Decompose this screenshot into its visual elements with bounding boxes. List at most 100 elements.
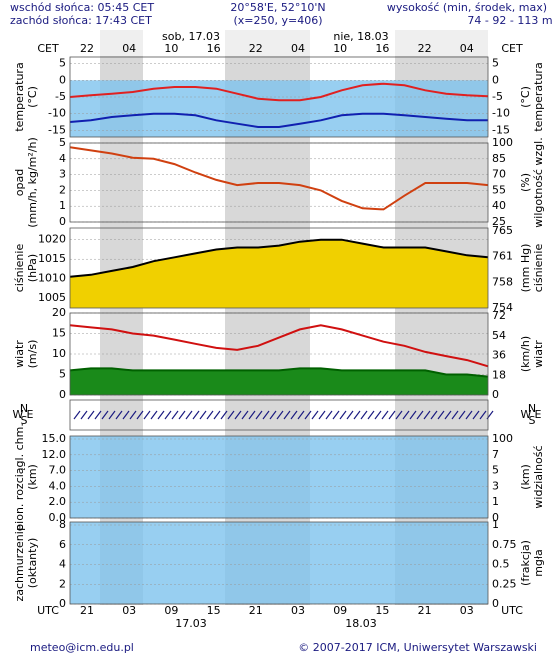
y2-tick-label: 85: [492, 152, 506, 165]
wind-arrow: [332, 410, 340, 420]
wind-arrow: [276, 410, 284, 420]
wind-arrow: [325, 410, 333, 420]
y2-tick-label: 55: [492, 183, 506, 196]
compass: E: [535, 408, 542, 421]
day-top: sob, 17.03: [162, 30, 220, 43]
left-axis-label: pion. rozciągl. chm.: [13, 423, 26, 531]
left-axis-label: temperatura: [13, 62, 26, 131]
compass: N: [20, 402, 28, 415]
y-tick-label: 8: [59, 518, 66, 531]
y2-tick-label: 18: [492, 368, 506, 381]
wind-arrow: [479, 410, 487, 420]
wind-arrow: [304, 410, 312, 420]
y2-tick-label: 0.75: [492, 538, 517, 551]
left-axis-label: (m/s): [26, 340, 39, 369]
y-tick-label: 4: [59, 152, 66, 165]
bottom-hour: 15: [207, 604, 221, 617]
y2-tick-label: 100: [492, 136, 513, 149]
right-axis-label: (frakcja): [519, 540, 532, 586]
compass: E: [27, 408, 34, 421]
wind-arrow: [269, 410, 277, 420]
bottom-hour: 21: [80, 604, 94, 617]
sunrise: wschód słońca: 05:45 CET: [10, 1, 154, 14]
y2-tick-label: 70: [492, 168, 506, 181]
wind-arrow: [374, 410, 382, 420]
y-tick-label: 4.0: [49, 479, 67, 492]
top-hour: 22: [249, 42, 263, 55]
bottom-hour: 03: [460, 604, 474, 617]
y2-tick-label: 0.25: [492, 577, 517, 590]
wind-arrow: [241, 410, 249, 420]
wind-arrow: [150, 410, 158, 420]
left-axis-label: opad: [13, 169, 26, 196]
wind-arrow: [367, 410, 375, 420]
panel-frame: [69, 142, 489, 223]
y2-tick-label: 54: [492, 329, 506, 342]
wind-arrow: [339, 410, 347, 420]
wind-arrow: [227, 410, 235, 420]
wind-arrow: [388, 410, 396, 420]
day-bottom: 17.03: [175, 617, 207, 630]
series-line: [69, 82, 489, 102]
panel-frame: [69, 56, 489, 138]
wind-arrow: [395, 410, 403, 420]
y-tick-label: 7.0: [49, 464, 67, 477]
y-tick-label: 1010: [38, 272, 66, 285]
y2-tick-label: 761: [492, 250, 513, 263]
wind-arrow: [430, 410, 438, 420]
y-tick-label: 0: [59, 597, 66, 610]
y-tick-label: -15: [48, 123, 66, 136]
y2-tick-label: -15: [492, 123, 510, 136]
right-axis-label: widzialność: [532, 445, 545, 508]
time-zone-top-right: CET: [501, 42, 523, 55]
wind-arrow: [423, 410, 431, 420]
y-tick-label: 2.0: [49, 495, 67, 508]
elevation-title: wysokość (min, środek, max): [387, 1, 547, 14]
left-axis-label: (°C): [26, 86, 39, 108]
wind-arrow: [381, 410, 389, 420]
wind-arrow: [472, 410, 480, 420]
y-tick-label: 1005: [38, 291, 66, 304]
top-hour: 22: [418, 42, 432, 55]
right-axis-label: (%): [519, 173, 532, 192]
email: meteo@icm.edu.pl: [30, 641, 134, 654]
left-axis-label: (oktanty): [26, 538, 39, 589]
grid-point: (x=250, y=406): [233, 14, 322, 27]
y2-tick-label: 40: [492, 199, 506, 212]
wind-arrow: [87, 410, 95, 420]
wind-arrow: [164, 410, 172, 420]
y-tick-label: 20: [52, 306, 66, 319]
wind-arrow: [94, 410, 102, 420]
wind-arrow: [297, 410, 305, 420]
wind-arrow: [234, 410, 242, 420]
right-axis-label: wilgotność wzgl.: [532, 137, 545, 227]
panel-frame: [69, 399, 489, 431]
wind-arrow: [101, 410, 109, 420]
y2-tick-label: 36: [492, 349, 506, 362]
time-zone-bottom-right: UTC: [501, 604, 523, 617]
left-axis-label: (mm/h, kg/m²/h): [26, 137, 39, 228]
day-top: nie, 18.03: [333, 30, 388, 43]
wind-arrow: [185, 410, 193, 420]
coords: 20°58'E, 52°10'N: [230, 1, 325, 14]
panel-fill: [70, 522, 488, 604]
bottom-hour: 21: [418, 604, 432, 617]
right-axis-label: wiatr: [532, 340, 545, 368]
wind-arrow: [318, 410, 326, 420]
y-tick-label: 3: [59, 168, 66, 181]
wind-arrow: [437, 410, 445, 420]
y2-tick-label: 5: [492, 464, 499, 477]
copyright: © 2007-2017 ICM, Uniwersytet Warszawski: [298, 641, 537, 654]
left-axis-label: wiatr: [13, 340, 26, 368]
wind-arrow: [255, 410, 263, 420]
wind-arrow: [409, 410, 417, 420]
panel-frame: [69, 312, 489, 396]
y-tick-label: 5: [59, 136, 66, 149]
right-axis-label: (km/h): [519, 336, 532, 372]
left-axis-label: (hPa): [26, 254, 39, 282]
y2-tick-label: 0: [492, 597, 499, 610]
wind-arrow: [192, 410, 200, 420]
